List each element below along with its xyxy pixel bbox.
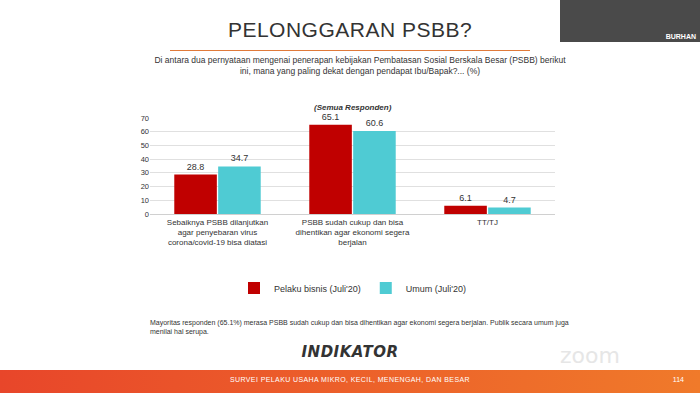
html-text:114: 114 [672, 376, 684, 383]
svg-text:28.8: 28.8 [187, 162, 205, 172]
svg-text:0: 0 [145, 210, 149, 219]
html-text:PELONGGARAN PSBB?: PELONGGARAN PSBB? [227, 18, 473, 41]
svg-text:TT/TJ: TT/TJ [477, 218, 498, 227]
html-text:SURVEI PELAKU USAHA MIKRO, KEC: SURVEI PELAKU USAHA MIKRO, KECIL, MENENG… [230, 376, 470, 383]
svg-text:70: 70 [141, 114, 149, 123]
svg-text:6.1: 6.1 [459, 193, 472, 203]
svg-text:PSBB sudah cukup dan bisadihen: PSBB sudah cukup dan bisadihentikan agar… [296, 218, 410, 248]
svg-text:50: 50 [141, 141, 149, 150]
svg-text:4.7: 4.7 [503, 195, 516, 205]
svg-text:60.6: 60.6 [366, 118, 384, 128]
svg-text:40: 40 [141, 155, 149, 164]
svg-text:10: 10 [141, 196, 149, 205]
html-text:BURHAN: BURHAN [665, 33, 696, 40]
html-text:Mayoritas responden (65.1%) me: Mayoritas responden (65.1%) merasa PSBB … [150, 319, 569, 335]
svg-text:34.7: 34.7 [231, 153, 249, 163]
svg-text:65.1: 65.1 [322, 112, 340, 122]
html-text:zoom: zoom [560, 343, 620, 368]
svg-text:20: 20 [141, 182, 149, 191]
svg-text:Sebaiknya PSBB dilanjutkanagar: Sebaiknya PSBB dilanjutkanagar penyebara… [167, 218, 268, 248]
svg-text:30: 30 [141, 168, 149, 177]
svg-text:60: 60 [141, 127, 149, 136]
svg-text:Umum (Juli'20): Umum (Juli'20) [406, 284, 466, 294]
html-text:INDIKATOR: INDIKATOR [301, 343, 399, 361]
html-text:Di antara dua pernyataan menge: Di antara dua pernyataan mengenai penera… [154, 55, 566, 76]
svg-text:(Semua Responden): (Semua Responden) [314, 103, 392, 112]
svg-text:Pelaku bisnis (Juli'20): Pelaku bisnis (Juli'20) [274, 284, 361, 294]
